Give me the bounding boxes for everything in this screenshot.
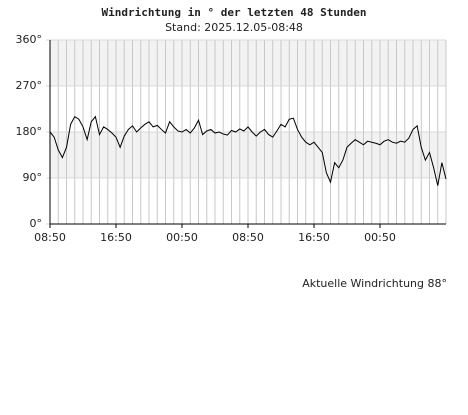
x-tick-label: 08:50 (34, 231, 66, 244)
x-tick-label: 00:50 (364, 231, 396, 244)
x-tick-label: 08:50 (232, 231, 264, 244)
data-line (49, 115, 447, 186)
annotation: Aktuelle Windrichtung 88° (302, 277, 447, 290)
y-tick-label: 360° (16, 33, 43, 46)
chart-title: Windrichtung in ° der letzten 48 Stunden (102, 6, 367, 19)
chart-subtitle: Stand: 2025.12.05-08:48 (165, 21, 303, 34)
y-tick-label: 270° (16, 79, 43, 92)
x-tick-label: 16:50 (100, 231, 132, 244)
y-tick-label: 180° (16, 125, 43, 138)
x-tick-label: 16:50 (298, 231, 330, 244)
x-tick-label: 00:50 (166, 231, 198, 244)
y-tick-label: 0° (30, 217, 43, 230)
y-tick-label: 90° (23, 171, 43, 184)
